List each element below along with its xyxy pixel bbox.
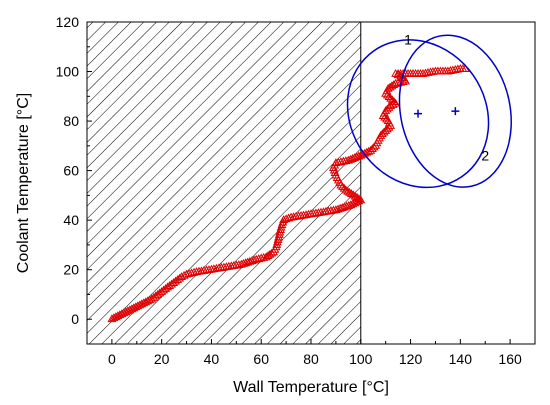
data-point bbox=[384, 122, 394, 131]
data-point bbox=[364, 146, 374, 155]
y-tick-label: 40 bbox=[63, 212, 79, 228]
data-point bbox=[356, 150, 366, 159]
ellipse-label-2: 2 bbox=[481, 148, 489, 164]
data-point bbox=[369, 142, 379, 151]
x-tick-label: 140 bbox=[449, 351, 473, 367]
data-point bbox=[275, 227, 285, 236]
y-tick-label: 100 bbox=[56, 64, 80, 80]
data-point bbox=[113, 311, 123, 320]
data-point bbox=[350, 198, 360, 207]
data-point bbox=[133, 301, 143, 310]
hatched-region bbox=[87, 22, 361, 344]
data-point bbox=[354, 194, 364, 202]
data-point bbox=[284, 213, 294, 222]
data-point bbox=[261, 252, 271, 261]
y-tick-label: 120 bbox=[56, 14, 80, 30]
x-tick-label: 20 bbox=[154, 351, 170, 367]
data-point bbox=[145, 295, 155, 304]
y-axis-title: Coolant Temperature [°C] bbox=[15, 93, 32, 273]
data-point bbox=[119, 308, 129, 317]
x-tick-label: 40 bbox=[204, 351, 220, 367]
data-point bbox=[139, 298, 149, 307]
data-point bbox=[135, 300, 145, 309]
data-point bbox=[256, 253, 266, 262]
data-point bbox=[338, 182, 347, 191]
data-point bbox=[182, 269, 192, 278]
data-point bbox=[350, 191, 360, 200]
y-tick-label: 0 bbox=[71, 311, 79, 327]
data-point bbox=[125, 305, 135, 314]
data-point bbox=[387, 81, 397, 90]
data-point bbox=[121, 307, 131, 316]
data-point bbox=[385, 82, 395, 91]
data-point bbox=[273, 234, 283, 243]
data-point bbox=[123, 306, 133, 315]
data-point bbox=[137, 299, 147, 308]
y-tick-label: 80 bbox=[63, 113, 79, 129]
data-point bbox=[383, 83, 393, 92]
data-point bbox=[129, 303, 139, 312]
x-tick-label: 80 bbox=[303, 351, 319, 367]
data-point bbox=[271, 242, 281, 251]
data-point bbox=[276, 225, 285, 233]
data-point bbox=[131, 302, 141, 311]
data-point bbox=[391, 78, 401, 87]
x-axis-title: Wall Temperature [°C] bbox=[233, 379, 389, 396]
data-point bbox=[141, 297, 151, 306]
data-point bbox=[254, 254, 264, 263]
confidence-ellipse-2 bbox=[398, 34, 512, 188]
data-point bbox=[184, 269, 194, 277]
data-point bbox=[352, 192, 362, 201]
data-point bbox=[272, 239, 282, 248]
data-point bbox=[127, 304, 137, 313]
data-point bbox=[272, 237, 282, 246]
data-point bbox=[348, 190, 358, 199]
data-point bbox=[111, 312, 121, 321]
data-point bbox=[109, 313, 119, 322]
data-point bbox=[187, 268, 196, 277]
data-point bbox=[345, 187, 355, 196]
series-layer bbox=[107, 64, 470, 323]
data-point bbox=[251, 254, 261, 263]
data-point bbox=[346, 189, 356, 198]
data-point bbox=[346, 200, 356, 209]
x-axis: 0 20 40 60 80 100 120 140 160 bbox=[86, 339, 536, 367]
data-point bbox=[274, 229, 284, 238]
x-tick-label: 160 bbox=[498, 351, 522, 367]
data-point bbox=[267, 248, 277, 257]
data-point bbox=[356, 195, 366, 204]
x-tick-label: 0 bbox=[108, 351, 116, 367]
data-point bbox=[115, 310, 125, 319]
data-point bbox=[189, 267, 199, 276]
data-point bbox=[263, 251, 273, 259]
data-point bbox=[348, 199, 358, 208]
x-tick-label: 100 bbox=[349, 351, 373, 367]
y-tick-label: 60 bbox=[63, 163, 79, 179]
data-point bbox=[380, 112, 390, 121]
x-tick-label: 120 bbox=[399, 351, 423, 367]
data-point bbox=[107, 314, 117, 323]
y-axis: 0 20 40 60 80 100 120 bbox=[56, 14, 92, 345]
data-point bbox=[117, 309, 127, 318]
data-point bbox=[265, 249, 275, 258]
data-point bbox=[382, 90, 392, 99]
data-point bbox=[393, 70, 403, 79]
confidence-ellipse-1 bbox=[346, 39, 490, 189]
ellipse-label-1: 1 bbox=[404, 31, 412, 47]
data-point bbox=[274, 232, 284, 241]
y-tick-label: 20 bbox=[63, 262, 79, 278]
x-tick-label: 60 bbox=[253, 351, 269, 367]
ellipse-layer: 12 bbox=[346, 31, 512, 189]
